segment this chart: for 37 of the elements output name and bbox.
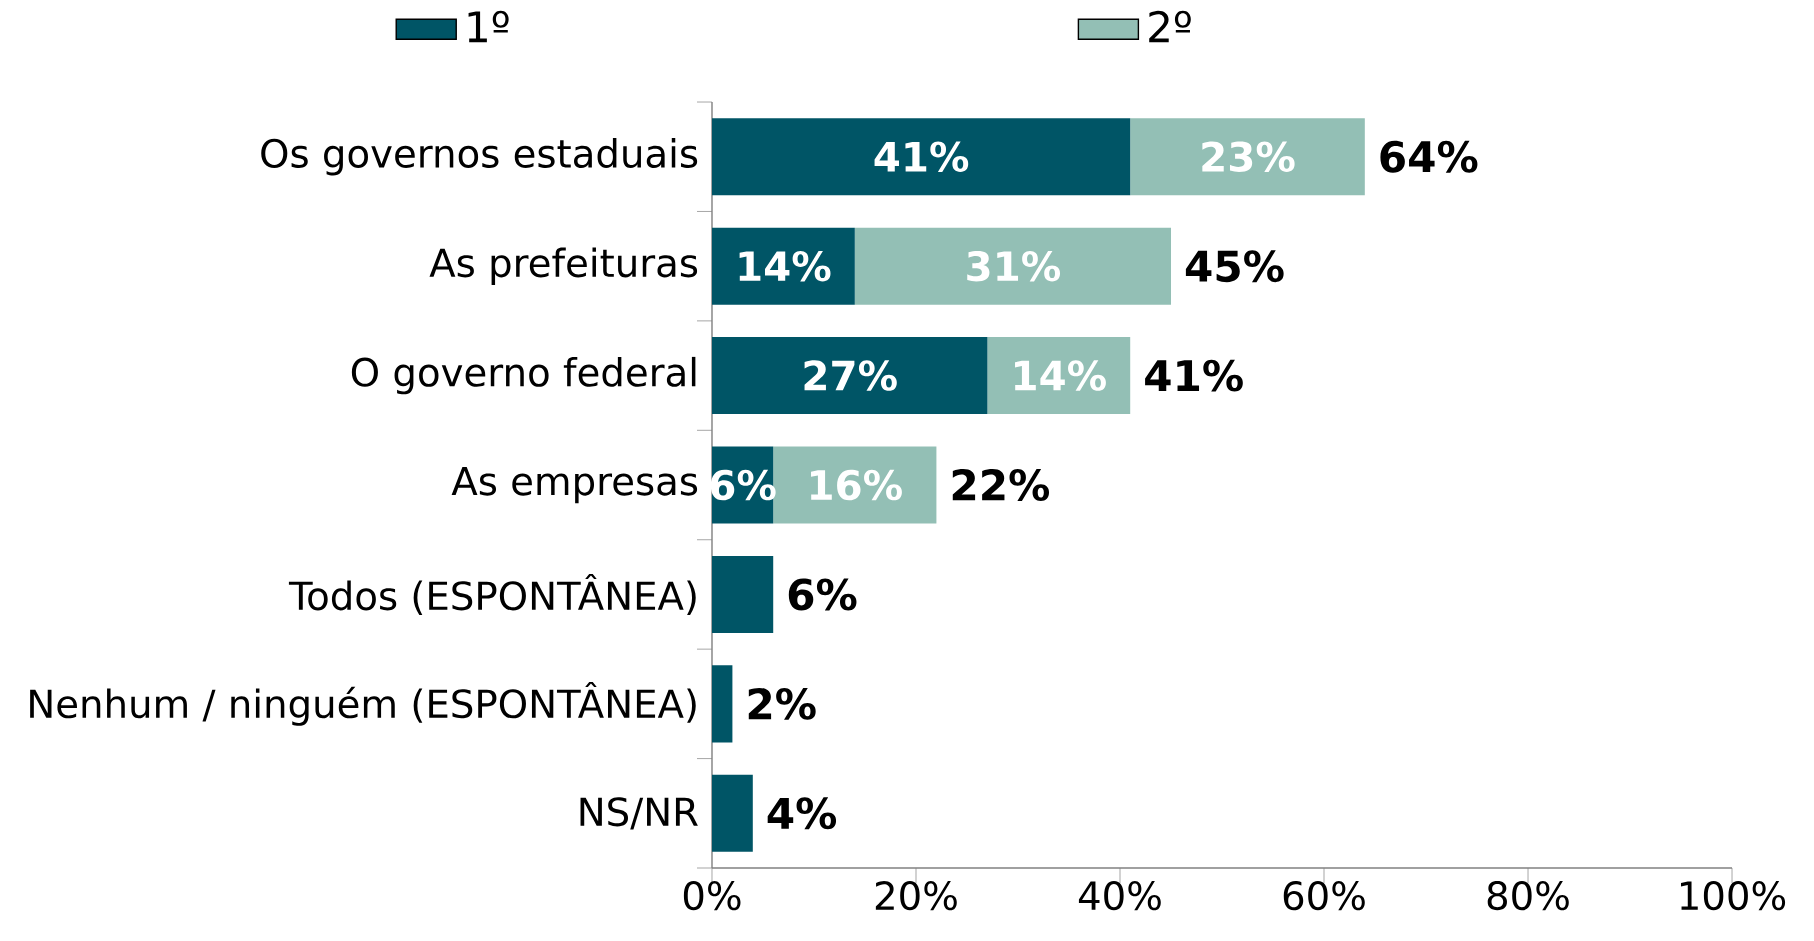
data-label: 31% bbox=[967, 250, 1060, 282]
bar bbox=[712, 555, 774, 633]
bar bbox=[1130, 118, 1365, 196]
y-tick-label: As prefeituras bbox=[429, 247, 698, 285]
total-label: 41% bbox=[1145, 359, 1243, 392]
y-tick-label: Os governos estaduais bbox=[261, 138, 698, 176]
total-label: 22% bbox=[952, 469, 1050, 501]
data-label: 41% bbox=[874, 141, 969, 172]
x-tick-label: 100% bbox=[1681, 881, 1786, 911]
y-tick-label: As empresas bbox=[451, 466, 698, 504]
data-label: 16% bbox=[811, 469, 902, 501]
x-tick-label: 80% bbox=[1487, 881, 1569, 911]
data-label: 27% bbox=[804, 360, 897, 391]
total-label: 64% bbox=[1380, 140, 1478, 173]
bar bbox=[712, 118, 1131, 196]
data-label: 14% bbox=[739, 250, 831, 282]
total-label: 4% bbox=[767, 797, 837, 830]
data-label: 23% bbox=[1202, 141, 1295, 172]
x-tick-label: 60% bbox=[1283, 881, 1365, 911]
legend-label: 2º bbox=[1149, 10, 1191, 43]
y-tick-label: Todos (ESPONTÂNEA) bbox=[288, 573, 696, 615]
bar bbox=[712, 774, 753, 852]
y-tick-label: O governo federal bbox=[351, 356, 696, 395]
total-label: 6% bbox=[788, 578, 857, 611]
bar bbox=[712, 337, 988, 415]
legend-label: 1º bbox=[468, 10, 509, 43]
y-tick-label: Nenhum / ninguém (ESPONTÂNEA) bbox=[30, 681, 696, 726]
x-tick-label: 0% bbox=[683, 881, 741, 911]
bar bbox=[712, 665, 733, 743]
bar bbox=[712, 227, 855, 305]
bar bbox=[854, 227, 1172, 305]
total-label: 45% bbox=[1185, 250, 1284, 283]
x-tick-label: 20% bbox=[875, 881, 957, 911]
x-tick-label: 40% bbox=[1078, 881, 1161, 911]
y-tick-label: NS/NR bbox=[580, 797, 698, 830]
total-label: 2% bbox=[748, 687, 816, 720]
data-label: 14% bbox=[1015, 360, 1106, 391]
